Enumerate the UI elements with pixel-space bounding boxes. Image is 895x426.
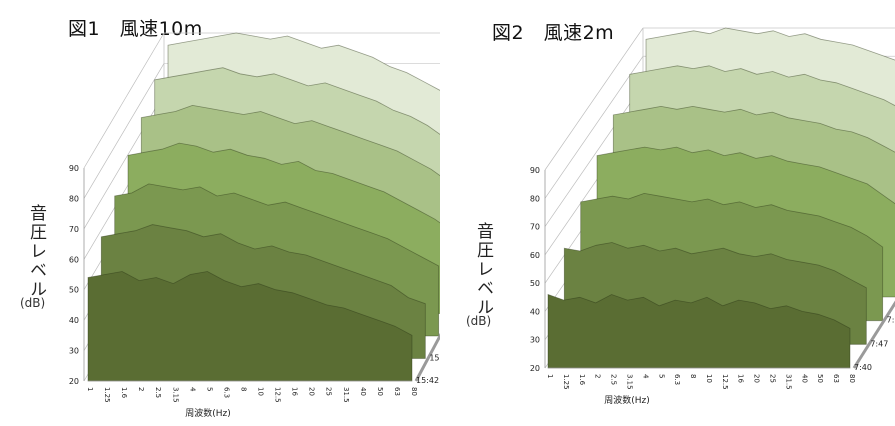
x-tick-label: 25	[769, 374, 777, 383]
depth-gridline	[544, 56, 644, 199]
time-axis	[414, 332, 440, 382]
x-tick-label: 10	[257, 387, 265, 396]
x-tick-label: 80	[410, 387, 418, 396]
x-tick-label: 1.6	[578, 374, 586, 386]
y-tick-label: 50	[69, 286, 79, 295]
x-tick-label: 16	[737, 374, 745, 383]
x-tick-label: 50	[816, 374, 824, 383]
depth-gridline	[544, 27, 644, 171]
time-label: 15:42	[416, 376, 439, 385]
x-tick-label: 1.6	[120, 387, 128, 399]
x-tick-label: 1	[86, 387, 94, 391]
x-tick-label: 3.15	[625, 374, 633, 390]
x-tick-label: 63	[393, 387, 401, 396]
x-tick-label: 1.25	[562, 374, 570, 390]
y-tick-label: 80	[69, 194, 79, 203]
x-tick-label: 31.5	[784, 374, 792, 390]
depth-gridline	[544, 84, 644, 227]
y-tick-label: 40	[530, 307, 540, 316]
x-tick-label: 12.5	[274, 387, 282, 403]
x-tick-label: 25	[325, 387, 333, 396]
y-tick-label: 70	[69, 225, 79, 234]
x-tick-label: 4	[641, 374, 649, 379]
y-tick-label: 30	[530, 336, 540, 345]
time-label: 15:49	[429, 354, 440, 363]
time-axis	[852, 300, 895, 369]
y-tick-label: 80	[530, 194, 540, 203]
depth-gridline	[83, 63, 165, 199]
chart-1: 15:4215:4915:5516:0216:0916:1516:22時刻203…	[69, 32, 440, 419]
y-tick-label: 90	[530, 166, 540, 175]
y-tick-label: 60	[69, 255, 79, 264]
x-tick-label: 31.5	[342, 387, 350, 403]
y-tick-label: 30	[69, 347, 79, 356]
x-tick-label: 5	[205, 387, 213, 391]
x-tick-label: 12.5	[721, 374, 729, 390]
x-tick-label: 40	[800, 374, 808, 383]
x-tick-label: 16	[291, 387, 299, 396]
series-area	[547, 293, 851, 369]
y-axis-label-2: 音圧レベル	[473, 222, 493, 317]
x-tick-label: 80	[848, 374, 856, 383]
x-tick-label: 10	[705, 374, 713, 383]
x-tick-label: 40	[359, 387, 367, 396]
x-tick-label: 6.3	[673, 374, 681, 385]
x-tick-label: 5	[657, 374, 665, 378]
x-tick-label: 63	[832, 374, 840, 383]
y-tick-label: 40	[69, 316, 79, 325]
y-tick-label: 70	[530, 223, 540, 232]
x-tick-label: 2.5	[154, 387, 162, 398]
x-axis-title: 周波数(Hz)	[604, 394, 650, 406]
y-axis-unit-2: (dB)	[466, 314, 492, 328]
x-tick-label: 2	[594, 374, 602, 378]
time-label: 7:47	[870, 339, 888, 348]
y-tick-label: 50	[530, 279, 540, 288]
y-tick-label: 20	[69, 377, 79, 386]
y-axis-unit-1: (dB)	[20, 296, 46, 310]
time-label: 7:40	[854, 363, 872, 372]
chart-2: 7:407:477:548:008:078:148:21時刻2030405060…	[530, 27, 895, 406]
x-tick-label: 20	[753, 374, 761, 383]
x-tick-label: 50	[376, 387, 384, 396]
x-tick-label: 6.3	[222, 387, 230, 398]
y-tick-label: 90	[69, 164, 79, 173]
x-tick-label: 8	[689, 374, 697, 378]
x-tick-label: 2.5	[610, 374, 618, 385]
x-tick-label: 2	[137, 387, 145, 391]
chart-title-1: 図1 風速10m	[68, 18, 203, 40]
time-label: 7:54	[887, 316, 895, 325]
x-tick-label: 8	[239, 387, 247, 391]
y-tick-label: 60	[530, 251, 540, 260]
x-tick-label: 1.25	[103, 387, 111, 403]
y-axis-label-1: 音圧レベル	[26, 204, 46, 299]
series-area	[87, 271, 413, 382]
x-tick-label: 20	[308, 387, 316, 396]
x-tick-label: 3.15	[171, 387, 179, 403]
x-axis-title: 周波数(Hz)	[185, 407, 231, 419]
x-tick-label: 1	[546, 374, 554, 378]
chart-title-2: 図2 風速2m	[492, 22, 615, 44]
x-tick-label: 4	[188, 387, 196, 392]
y-tick-label: 20	[530, 364, 540, 373]
depth-gridline	[83, 32, 165, 169]
